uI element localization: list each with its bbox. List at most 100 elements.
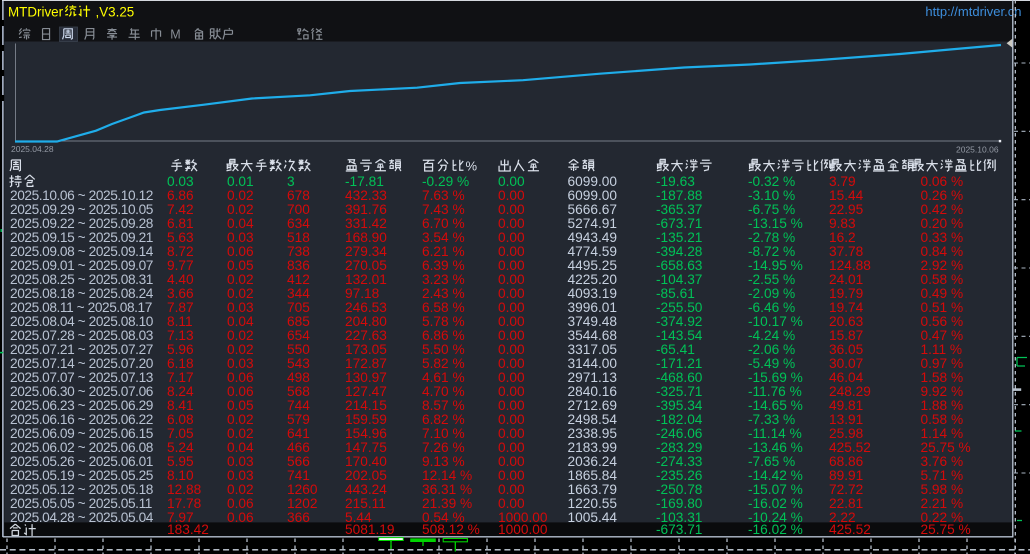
svg-text:6.81: 6.81 [167, 216, 194, 231]
svg-text:9.77: 9.77 [167, 258, 194, 273]
svg-text:132.01: 132.01 [345, 272, 387, 287]
svg-text:466: 466 [287, 440, 310, 455]
svg-text:2025.08.11 ~ 2025.08.17: 2025.08.11 ~ 2025.08.17 [10, 300, 152, 315]
svg-text:147.75: 147.75 [345, 440, 387, 455]
svg-text:0.00: 0.00 [498, 426, 525, 441]
svg-text:4495.25: 4495.25 [568, 258, 618, 273]
svg-text:1260: 1260 [287, 482, 318, 497]
svg-text:1005.44: 1005.44 [568, 510, 618, 525]
svg-text:2025.06.30 ~ 2025.07.06: 2025.06.30 ~ 2025.07.06 [10, 384, 154, 399]
svg-text:6.82 %: 6.82 % [422, 412, 465, 427]
svg-text:543: 543 [287, 356, 310, 371]
svg-text:2025.09.01 ~ 2025.09.07: 2025.09.01 ~ 2025.09.07 [10, 258, 153, 273]
svg-text:8.11: 8.11 [167, 314, 193, 329]
svg-text:6099.00: 6099.00 [568, 188, 618, 203]
svg-text:http://mtdriver.cn: http://mtdriver.cn [925, 4, 1021, 19]
svg-text:-255.50: -255.50 [656, 300, 703, 315]
svg-text:0.02: 0.02 [227, 342, 254, 357]
svg-text:2025.05.12 ~ 2025.05.18: 2025.05.12 ~ 2025.05.18 [10, 482, 154, 497]
svg-text:0.06 %: 0.06 % [921, 174, 964, 189]
svg-text:443.24: 443.24 [345, 482, 387, 497]
svg-text:0.00: 0.00 [498, 398, 525, 413]
svg-text:37.78: 37.78 [829, 244, 864, 259]
svg-text:-104.37: -104.37 [656, 272, 702, 287]
svg-text:2183.99: 2183.99 [568, 440, 617, 455]
svg-text:9.83: 9.83 [829, 216, 856, 231]
svg-text:0.00: 0.00 [498, 272, 525, 287]
svg-text:7.13: 7.13 [167, 328, 194, 343]
svg-text:0.06: 0.06 [227, 496, 254, 511]
svg-text:270.05: 270.05 [345, 258, 387, 273]
svg-text:21.39 %: 21.39 % [422, 496, 472, 511]
svg-text:-171.21: -171.21 [656, 356, 702, 371]
svg-text:0.47 %: 0.47 % [921, 328, 964, 343]
svg-text:5.98 %: 5.98 % [921, 482, 964, 497]
svg-text:-325.71: -325.71 [656, 384, 702, 399]
svg-text:30.07: 30.07 [829, 356, 863, 371]
svg-text:2025.08.04 ~ 2025.08.10: 2025.08.04 ~ 2025.08.10 [10, 314, 154, 329]
svg-text:7.97: 7.97 [167, 510, 194, 525]
svg-text:-19.63: -19.63 [656, 174, 695, 189]
svg-text:-103.31: -103.31 [656, 510, 702, 525]
svg-text:4093.19: 4093.19 [568, 286, 617, 301]
svg-text:173.05: 173.05 [345, 342, 387, 357]
svg-text:741: 741 [287, 468, 310, 483]
svg-text:3144.00: 3144.00 [568, 356, 618, 371]
svg-text:0.03: 0.03 [227, 230, 254, 245]
svg-text:0.00: 0.00 [498, 412, 525, 427]
svg-text:2025.06.23 ~ 2025.06.29: 2025.06.23 ~ 2025.06.29 [10, 398, 153, 413]
svg-text:7.63 %: 7.63 % [422, 188, 465, 203]
svg-text:6.86 %: 6.86 % [422, 328, 465, 343]
svg-text:246.53: 246.53 [345, 300, 387, 315]
svg-text:183.42: 183.42 [167, 522, 209, 537]
svg-text:-11.14 %: -11.14 % [748, 426, 802, 441]
svg-text:0.02: 0.02 [227, 412, 254, 427]
svg-text:6.18: 6.18 [167, 356, 194, 371]
svg-text:5666.67: 5666.67 [568, 202, 617, 217]
svg-text:2025.07.14 ~ 2025.07.20: 2025.07.14 ~ 2025.07.20 [10, 356, 154, 371]
svg-text:3544.68: 3544.68 [568, 328, 618, 343]
svg-text:344: 344 [287, 286, 310, 301]
svg-text:4.40: 4.40 [167, 272, 194, 287]
svg-text:2025.07.21 ~ 2025.07.27: 2025.07.21 ~ 2025.07.27 [10, 342, 153, 357]
svg-text:2025.09.22 ~ 2025.09.28: 2025.09.22 ~ 2025.09.28 [10, 216, 154, 231]
svg-text:508.12 %: 508.12 % [422, 522, 480, 537]
svg-text:-187.88: -187.88 [656, 188, 703, 203]
svg-text:1.11 %: 1.11 % [921, 342, 963, 357]
svg-text:2.21 %: 2.21 % [921, 496, 964, 511]
svg-text:202.05: 202.05 [345, 468, 387, 483]
svg-text:19.79: 19.79 [829, 286, 863, 301]
svg-text:366: 366 [287, 510, 310, 525]
svg-text:8.10: 8.10 [167, 468, 194, 483]
svg-text:6.08: 6.08 [167, 412, 194, 427]
svg-text:89.91: 89.91 [829, 468, 863, 483]
svg-text:22.95: 22.95 [829, 202, 864, 217]
svg-text:15.87: 15.87 [829, 328, 863, 343]
svg-text:279.34: 279.34 [345, 244, 387, 259]
svg-text:0.20 %: 0.20 % [921, 216, 964, 231]
svg-text:0.00: 0.00 [498, 496, 525, 511]
svg-text:6.21 %: 6.21 % [422, 244, 465, 259]
svg-text:3996.01: 3996.01 [568, 300, 617, 315]
svg-text:0.00: 0.00 [498, 174, 525, 189]
svg-text:1.58 %: 1.58 % [921, 370, 964, 385]
svg-text:0.03: 0.03 [227, 356, 254, 371]
svg-text:0.03: 0.03 [227, 468, 254, 483]
svg-text:0.02: 0.02 [227, 188, 254, 203]
svg-text:0.06: 0.06 [227, 370, 254, 385]
svg-text:2025.09.08 ~ 2025.09.14: 2025.09.08 ~ 2025.09.14 [10, 244, 154, 259]
svg-text:2498.54: 2498.54 [568, 412, 618, 427]
svg-text:20.63: 20.63 [829, 314, 864, 329]
svg-text:0.58 %: 0.58 % [921, 272, 964, 287]
svg-text:678: 678 [287, 188, 310, 203]
svg-text:0.04: 0.04 [227, 216, 254, 231]
svg-text:127.47: 127.47 [345, 384, 387, 399]
svg-text:46.04: 46.04 [829, 370, 864, 385]
svg-text:0.02: 0.02 [227, 286, 254, 301]
svg-text:-85.61: -85.61 [656, 286, 695, 301]
svg-text:6.86: 6.86 [167, 188, 194, 203]
svg-text:0.42 %: 0.42 % [921, 202, 964, 217]
svg-text:-15.69 %: -15.69 % [748, 370, 803, 385]
svg-text:25.75 %: 25.75 % [921, 522, 971, 537]
svg-text:-673.71: -673.71 [656, 216, 702, 231]
